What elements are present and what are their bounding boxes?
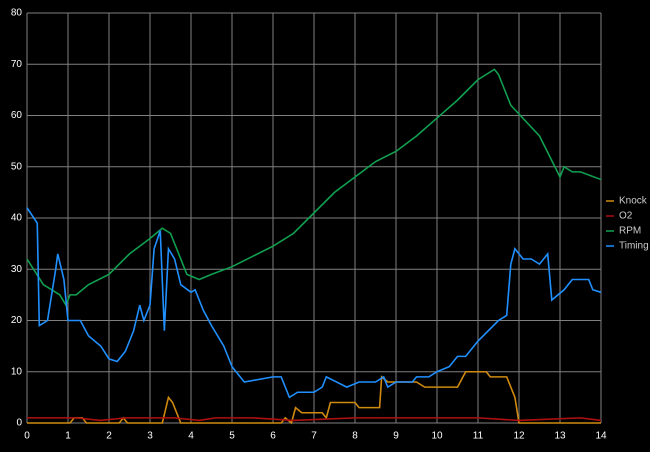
x-tick-label: 12 <box>513 431 525 442</box>
legend-label: Timing <box>619 241 649 252</box>
y-tick-label: 20 <box>11 315 23 326</box>
series-line <box>26 68 602 307</box>
series-line <box>27 417 602 422</box>
x-tick-label: 10 <box>431 431 443 442</box>
legend-label: Knock <box>619 196 648 207</box>
x-tick-label: 6 <box>270 431 276 442</box>
x-tick-label: 8 <box>352 431 358 442</box>
x-tick-label: 9 <box>393 431 399 442</box>
y-tick-label: 70 <box>11 59 23 70</box>
x-tick-label: 0 <box>24 431 30 442</box>
x-tick-label: 4 <box>188 431 194 442</box>
x-tick-label: 11 <box>473 431 484 442</box>
y-tick-label: 80 <box>11 8 23 19</box>
x-tick-label: 2 <box>106 431 112 442</box>
x-tick-label: 7 <box>311 431 317 442</box>
y-tick-label: 60 <box>11 110 23 121</box>
legend-label: RPM <box>619 226 641 237</box>
series-line <box>26 207 602 399</box>
x-tick-label: 3 <box>147 431 153 442</box>
y-tick-label: 50 <box>11 161 23 172</box>
series-line <box>27 370 601 425</box>
x-tick-label: 1 <box>65 431 71 442</box>
legend-label: O2 <box>619 211 633 222</box>
y-tick-label: 10 <box>11 366 23 377</box>
x-tick-label: 5 <box>229 431 235 442</box>
y-tick-label: 0 <box>16 418 22 429</box>
y-tick-label: 30 <box>11 264 23 275</box>
y-tick-label: 40 <box>11 213 23 224</box>
x-tick-label: 14 <box>595 431 607 442</box>
x-tick-label: 13 <box>554 431 566 442</box>
